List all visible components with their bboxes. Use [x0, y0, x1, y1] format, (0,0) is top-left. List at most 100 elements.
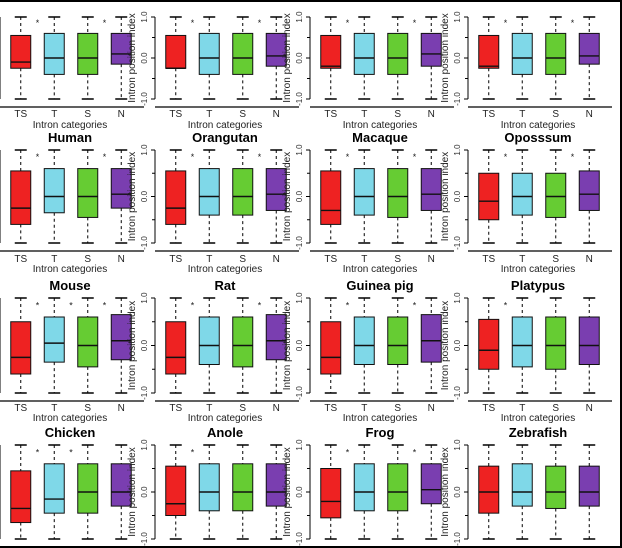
significance-marker: * [258, 18, 262, 28]
box-s [77, 463, 99, 514]
significance-marker: * [36, 152, 40, 162]
box-ts [165, 321, 187, 375]
x-tick-label: T [361, 403, 367, 414]
significance-marker: * [346, 447, 350, 457]
significance-marker: * [346, 18, 350, 28]
significance-marker: * [103, 18, 107, 28]
box-n [110, 314, 132, 361]
box-n [265, 32, 287, 67]
box-n [110, 463, 132, 507]
x-tick-label: N [586, 254, 593, 265]
box-t [511, 316, 533, 368]
y-tick-label: -1.0 [295, 92, 304, 106]
x-tick-label: TS [169, 254, 182, 265]
significance-marker: * [103, 300, 107, 310]
y-tick-label: 1.0 [453, 144, 462, 156]
box-s [545, 465, 567, 509]
box-ts [478, 465, 500, 514]
box-s [387, 168, 409, 218]
y-axis-label: Intron position index [127, 152, 138, 242]
box-ts [320, 321, 342, 375]
y-axis-label: Intron position index [440, 13, 451, 103]
x-axis-label: Intron categories [33, 120, 108, 131]
x-tick-label: S [239, 403, 246, 414]
y-tick-label: 1.0 [140, 292, 149, 304]
box-s [387, 316, 409, 365]
y-tick-label: 1.0 [140, 11, 149, 23]
x-tick-label: T [51, 109, 57, 120]
box-ts [10, 34, 32, 69]
x-axis-label: Intron categories [501, 264, 576, 275]
x-tick-label: T [519, 403, 525, 414]
y-axis-label: Intron position index [127, 447, 138, 537]
y-tick-label: 0.0 [140, 486, 149, 498]
x-tick-label: S [552, 109, 559, 120]
box-n [265, 314, 287, 361]
y-tick-label: 1.0 [453, 439, 462, 451]
box-s [545, 316, 567, 370]
box-s [545, 32, 567, 75]
x-tick-label: N [118, 109, 125, 120]
y-tick-label: 0.0 [453, 339, 462, 351]
y-axis-label: Intron position index [440, 301, 451, 391]
x-axis-label: Intron categories [501, 120, 576, 131]
x-tick-label: S [239, 109, 246, 120]
x-tick-label: N [118, 403, 125, 414]
y-tick-label: 0.0 [140, 339, 149, 351]
panel-title: Zebrafish [509, 425, 568, 440]
y-tick-label: -1.0 [140, 92, 149, 106]
significance-marker: * [571, 152, 575, 162]
significance-marker: * [504, 18, 508, 28]
x-tick-label: TS [169, 109, 182, 120]
panel-title: Orangutan [192, 130, 258, 145]
x-tick-label: TS [169, 403, 182, 414]
x-tick-label: T [361, 109, 367, 120]
box-n [420, 463, 442, 505]
box-t [353, 463, 375, 512]
x-tick-label: T [51, 254, 57, 265]
significance-marker: * [69, 300, 73, 310]
x-tick-label: T [206, 403, 212, 414]
y-tick-label: 0.0 [140, 190, 149, 202]
y-tick-label: -1.0 [140, 236, 149, 250]
panel-title: Anole [207, 425, 243, 440]
significance-marker: * [413, 447, 417, 457]
box-ts [478, 318, 500, 370]
y-tick-label: -1.0 [295, 236, 304, 250]
x-axis-label: Intron categories [343, 120, 418, 131]
x-tick-label: S [394, 403, 401, 414]
x-tick-label: T [206, 254, 212, 265]
x-tick-label: S [552, 403, 559, 414]
box-t [198, 32, 220, 75]
panel-title: Frog [366, 425, 395, 440]
y-tick-label: -1.0 [140, 386, 149, 400]
y-tick-label: 0.0 [295, 339, 304, 351]
box-t [43, 32, 65, 75]
panel-title: Guinea pig [346, 278, 413, 293]
significance-marker: * [571, 18, 575, 28]
x-tick-label: N [273, 109, 280, 120]
box-n [110, 32, 132, 65]
x-tick-label: S [84, 254, 91, 265]
box-t [511, 32, 533, 75]
box-t [353, 316, 375, 365]
box-s [387, 32, 409, 75]
y-tick-label: -1.0 [295, 532, 304, 546]
box-s [545, 172, 567, 218]
box-ts [320, 170, 342, 225]
y-tick-label: -1.0 [453, 532, 462, 546]
x-tick-label: N [118, 254, 125, 265]
x-tick-label: S [552, 254, 559, 265]
box-n [420, 32, 442, 67]
x-tick-label: S [394, 109, 401, 120]
box-s [77, 168, 99, 218]
y-tick-label: 1.0 [453, 11, 462, 23]
y-tick-label: 0.0 [140, 52, 149, 64]
y-tick-label: 1.0 [295, 439, 304, 451]
box-t [198, 168, 220, 216]
y-axis-label: Intron position index [282, 447, 293, 537]
box-t [43, 463, 65, 514]
y-tick-label: 1.0 [140, 144, 149, 156]
box-ts [320, 34, 342, 69]
